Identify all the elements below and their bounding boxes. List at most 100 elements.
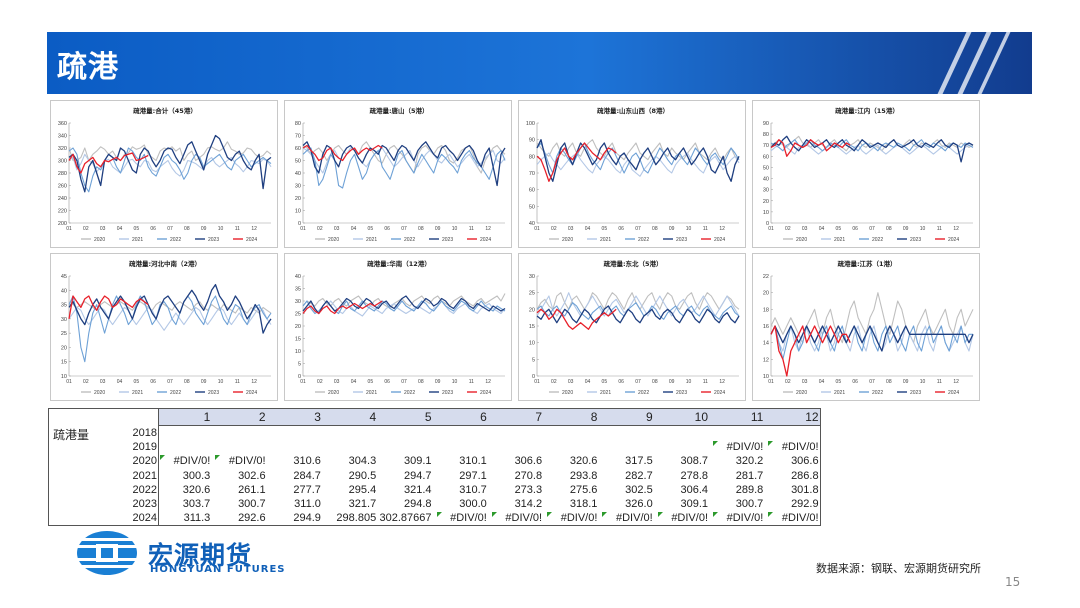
x-tick-label: 05 (602, 226, 608, 232)
legend-label: 2024 (714, 237, 725, 243)
table-row-cell: 300.7 (238, 498, 266, 510)
x-tick-label: 11 (937, 226, 942, 232)
error-flag-icon (713, 441, 718, 447)
table-header-cell: 2 (258, 410, 266, 424)
x-tick-label: 04 (117, 226, 123, 232)
x-tick-label: 08 (418, 226, 424, 232)
legend-label: 2020 (328, 390, 339, 396)
series-line-2020 (68, 301, 272, 314)
table-year-cell: 2020 (132, 455, 157, 468)
x-tick-label: 01 (534, 379, 540, 385)
y-tick-label: 240 (58, 196, 67, 202)
legend-label: 2022 (638, 390, 649, 396)
table-row-cell: 304.3 (348, 455, 377, 468)
series-line-2023 (302, 295, 506, 315)
legend-label: 2023 (676, 237, 687, 243)
y-tick-label: 20 (763, 291, 769, 297)
x-tick-label: 09 (903, 379, 909, 385)
x-tick-label: 09 (201, 226, 207, 232)
x-tick-label: 08 (652, 226, 658, 232)
legend-label: 2023 (208, 390, 219, 396)
table-row-cell: #DIV/0! (671, 512, 708, 525)
y-tick-label: 30 (61, 317, 67, 323)
series-line-2021 (770, 142, 974, 155)
x-tick-label: 02 (317, 379, 323, 385)
legend-label: 2020 (796, 237, 807, 243)
data-table: 疏港量 1 2 3 4 5 6 7 8 9 10 11 12 2018 2019 #DIV/0! #DIV/0… (48, 408, 821, 526)
y-tick-label: 30 (295, 184, 301, 190)
legend-label: 2020 (796, 390, 807, 396)
chart-title: 疏港量:唐山（5港） (369, 106, 428, 115)
y-tick-label: 100 (526, 121, 535, 127)
legend-label: 2021 (834, 390, 845, 396)
series-line-2024 (302, 300, 383, 315)
legend-label: 2023 (910, 237, 921, 243)
x-tick-label: 06 (150, 226, 156, 232)
y-tick-label: 18 (763, 307, 769, 313)
error-flag-icon (602, 512, 608, 518)
table-row-cell: 318.1 (569, 498, 598, 510)
error-flag-icon (713, 512, 718, 518)
y-tick-label: 40 (763, 177, 769, 183)
table-row-cell: 295.4 (348, 483, 377, 496)
y-tick-label: 35 (295, 287, 301, 293)
x-tick-label: 05 (368, 226, 374, 232)
x-tick-label: 10 (218, 379, 224, 385)
error-flag-icon (768, 512, 774, 518)
x-tick-label: 11 (235, 226, 240, 232)
x-tick-label: 07 (167, 226, 173, 232)
legend-label: 2020 (94, 390, 105, 396)
table-header-cell: 4 (369, 410, 377, 424)
x-tick-label: 12 (953, 379, 959, 385)
y-tick-label: 15 (529, 324, 535, 330)
table-year-cell: 2022 (132, 483, 157, 496)
legend-label: 2024 (948, 390, 959, 396)
legend-label: 2020 (562, 237, 573, 243)
y-tick-label: 25 (529, 291, 535, 297)
x-tick-label: 08 (418, 379, 424, 385)
y-tick-label: 20 (295, 324, 301, 330)
legend-label: 2022 (638, 237, 649, 243)
y-tick-label: 10 (763, 374, 769, 380)
legend-label: 2022 (404, 237, 415, 243)
x-tick-label: 04 (819, 226, 825, 232)
x-tick-label: 07 (167, 379, 173, 385)
x-tick-label: 04 (819, 379, 825, 385)
chart-title: 疏港量:华南（12港） (367, 259, 431, 268)
x-tick-label: 01 (300, 226, 306, 232)
x-tick-label: 05 (602, 379, 608, 385)
y-tick-label: 15 (61, 360, 67, 366)
series-line-2024 (68, 295, 149, 320)
series-line-2020 (302, 293, 506, 310)
table-row-cell: 302.5 (625, 483, 653, 496)
y-tick-label: 340 (58, 134, 67, 140)
x-tick-label: 03 (100, 379, 106, 385)
series-line-2023 (68, 134, 272, 193)
x-tick-label: 01 (768, 379, 774, 385)
table-row-cell: 284.7 (293, 469, 321, 482)
x-tick-label: 02 (83, 379, 89, 385)
x-tick-label: 06 (150, 379, 156, 385)
x-tick-label: 11 (703, 379, 708, 385)
legend-label: 2023 (910, 390, 921, 396)
error-flag-icon (215, 455, 221, 461)
legend-label: 2022 (872, 237, 883, 243)
table-row-cell: 286.8 (791, 469, 819, 482)
y-tick-label: 80 (763, 132, 769, 138)
table-row-cell: #DIV/0! (726, 512, 764, 525)
x-tick-label: 05 (836, 226, 842, 232)
y-tick-label: 50 (529, 204, 535, 210)
y-tick-label: 260 (58, 184, 67, 190)
table-row-cell: #DIV/0! (228, 455, 266, 468)
x-tick-label: 06 (384, 379, 390, 385)
y-tick-label: 0 (298, 374, 301, 380)
y-tick-label: 360 (58, 121, 67, 127)
y-tick-label: 200 (58, 221, 67, 227)
series-line-2022 (536, 142, 740, 174)
logo-text-en: HONGYUAN FUTURES (150, 564, 286, 575)
table-header-cell: 1 (203, 410, 211, 424)
x-tick-label: 05 (134, 379, 140, 385)
legend-label: 2022 (170, 237, 181, 243)
series-line-2022 (536, 302, 740, 320)
